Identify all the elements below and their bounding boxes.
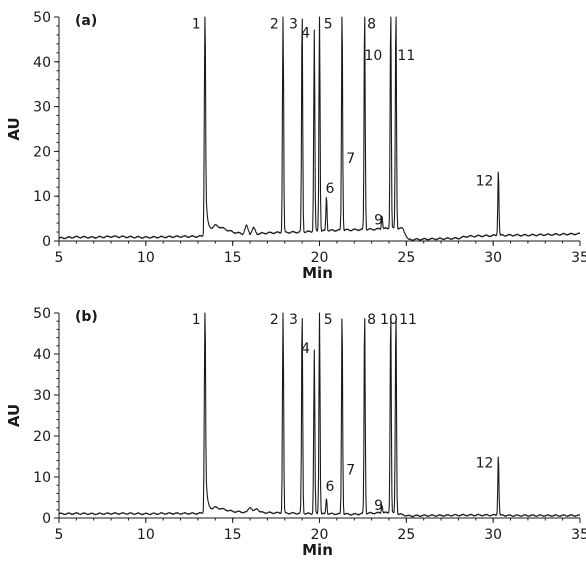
peak-label: 10 (364, 48, 382, 64)
chromatogram-trace (58, 312, 581, 518)
x-tick-label: 35 (571, 527, 586, 543)
y-tick-label: 10 (33, 189, 51, 205)
peak-label: 4 (301, 341, 310, 357)
x-tick-label: 20 (311, 250, 329, 266)
x-tick-label: 25 (397, 250, 415, 266)
peak-label: 5 (324, 17, 333, 33)
y-tick-label: 40 (33, 347, 51, 363)
peak-label: 8 (367, 17, 376, 33)
x-tick-label: 5 (55, 250, 64, 266)
y-tick-label: 30 (33, 388, 51, 404)
peak-label: 1 (192, 312, 201, 328)
peak-label: 4 (301, 26, 310, 42)
peak-label: 7 (346, 463, 355, 479)
peak-label: 3 (289, 312, 298, 328)
peak-label: 12 (476, 174, 494, 190)
peak-label: 3 (289, 17, 298, 33)
y-tick-label: 20 (33, 429, 51, 445)
x-tick-label: 25 (397, 527, 415, 543)
y-axis-title: AU (5, 117, 23, 140)
y-axis-title: AU (5, 404, 23, 427)
peak-label: 10 (380, 312, 398, 328)
y-tick-label: 10 (33, 470, 51, 486)
x-tick-label: 20 (311, 527, 329, 543)
peak-label: 1 (192, 17, 201, 33)
x-tick-label: 10 (137, 527, 155, 543)
peak-label: 2 (270, 312, 279, 328)
peak-label: 2 (270, 17, 279, 33)
x-tick-label: 30 (484, 250, 502, 266)
peak-label: 11 (397, 48, 415, 64)
y-tick-label: 50 (33, 306, 51, 322)
peak-label: 6 (325, 181, 334, 197)
x-tick-label: 15 (224, 250, 242, 266)
x-tick-label: 15 (224, 527, 242, 543)
peak-label: 12 (476, 456, 494, 472)
peak-label: 11 (399, 312, 417, 328)
y-tick-label: 0 (42, 511, 51, 527)
x-tick-label: 30 (484, 527, 502, 543)
y-tick-label: 50 (33, 10, 51, 26)
x-axis-title: Min (302, 264, 333, 282)
panel-label: (a) (75, 13, 97, 29)
x-tick-label: 35 (571, 250, 586, 266)
peak-label: 8 (367, 312, 376, 328)
y-tick-label: 30 (33, 100, 51, 116)
peak-label: 5 (324, 312, 333, 328)
panel-label: (b) (75, 309, 98, 325)
chromatogram-trace (58, 16, 581, 242)
x-tick-label: 5 (55, 527, 64, 543)
y-tick-label: 0 (42, 234, 51, 250)
peak-label: 9 (374, 498, 383, 514)
y-tick-label: 20 (33, 144, 51, 160)
x-axis-title: Min (302, 541, 333, 559)
y-tick-label: 40 (33, 55, 51, 71)
peak-label: 6 (325, 479, 334, 495)
x-tick-label: 10 (137, 250, 155, 266)
peak-label: 9 (374, 212, 383, 228)
peak-label: 7 (346, 151, 355, 167)
